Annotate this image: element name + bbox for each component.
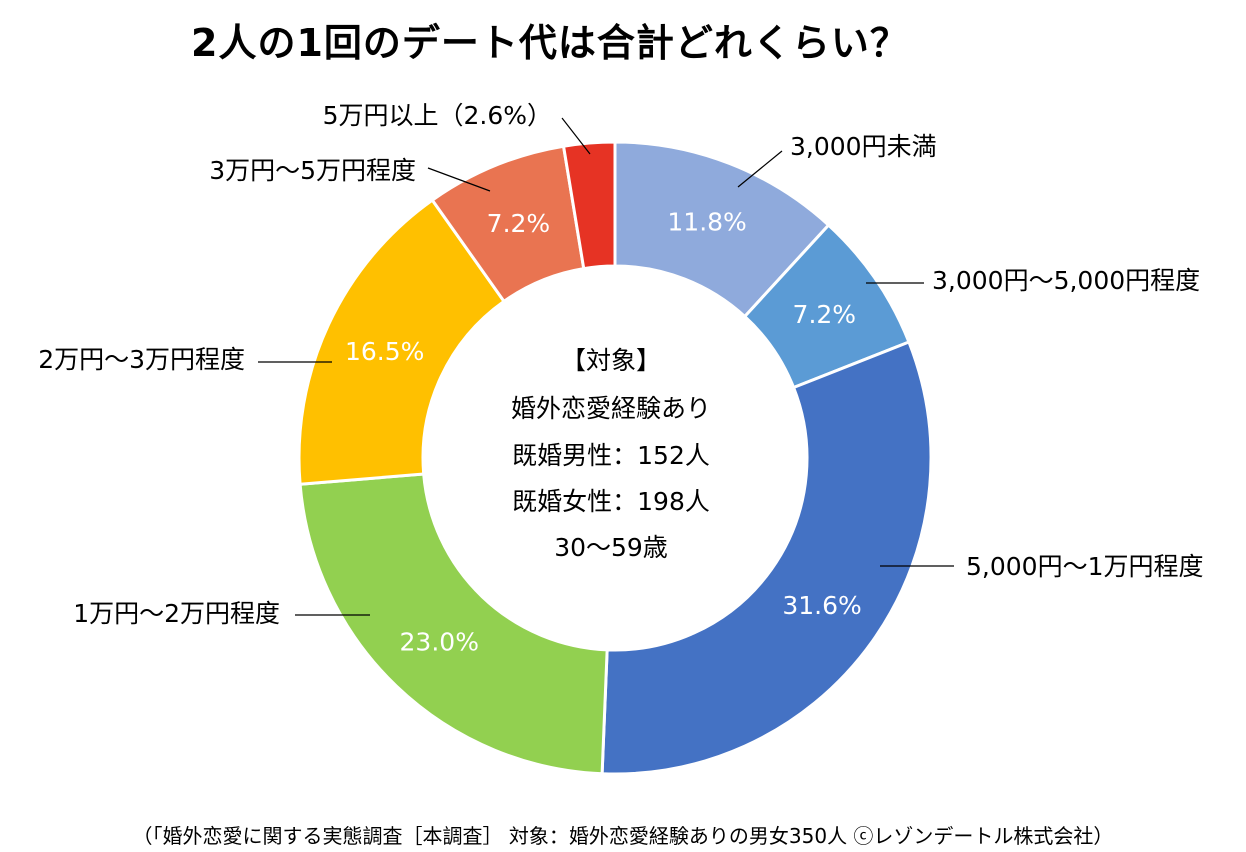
value-label-lt3000: 11.8% [667,207,746,236]
category-label-3000-5000: 3,000円～5,000円程度 [932,266,1200,295]
chart-title: 2人の1回のデート代は合計どれくらい？ [191,21,909,65]
slice-10000-20000 [298,472,609,776]
value-label-5000-10000: 31.6% [782,591,861,620]
category-label-10000-20000: 1万円～2万円程度 [73,599,280,628]
center-text-female: 既婚女性：198人 [512,487,710,516]
slice-5000-10000 [600,340,933,776]
value-label-20000-30000: 16.5% [345,337,424,366]
leader-line-30000-50000 [427,167,491,192]
leader-line-lt3000 [737,150,783,188]
source-footnote: （「婚外恋愛に関する実態調査［本調査］ 対象：婚外恋愛経験ありの男女350人 ⓒ… [132,824,1114,848]
category-label-20000-30000: 2万円～3万円程度 [38,345,245,374]
value-label-30000-50000: 7.2% [487,209,551,238]
value-label-3000-5000: 7.2% [793,300,857,329]
category-label-30000-50000: 3万円～5万円程度 [209,156,416,185]
center-text-target: 婚外恋愛経験あり [510,394,711,423]
center-text-male: 既婚男性：152人 [512,441,710,470]
category-label-5000-10000: 5,000円～1万円程度 [966,552,1203,581]
category-label-over50000: 5万円以上（2.6%） [323,101,552,130]
category-label-lt3000: 3,000円未満 [790,132,937,161]
center-text-heading: 【対象】 [560,346,661,375]
value-label-10000-20000: 23.0% [400,627,479,656]
slice-over50000 [561,140,617,271]
center-text-age: 30～59歳 [554,533,668,562]
slice-20000-30000 [297,198,507,486]
leader-line-over50000 [561,117,591,155]
